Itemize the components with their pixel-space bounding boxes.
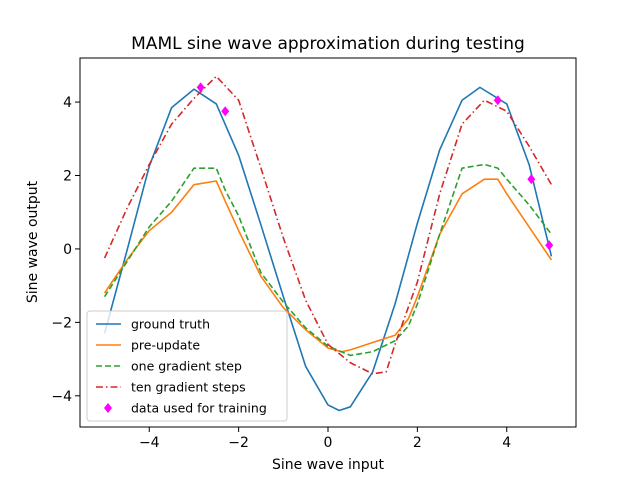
x-tick-label: 4 (502, 435, 511, 451)
training-data-point (196, 82, 205, 93)
x-axis-label: Sine wave input (272, 457, 385, 473)
x-tick-label: 0 (324, 435, 333, 451)
legend-label: ten gradient steps (131, 380, 246, 395)
series-layer (103, 75, 553, 412)
legend-label: one gradient step (131, 359, 242, 374)
legend-box (86, 310, 288, 422)
training-data-point (545, 240, 554, 251)
x-tick-label: −2 (228, 435, 249, 451)
legend-label: ground truth (131, 317, 210, 332)
legend-swatch (104, 403, 112, 413)
training-data-point (493, 95, 502, 106)
legend-label: data used for training (131, 401, 267, 416)
series-line-ground-truth (103, 86, 553, 412)
x-tick-label: 2 (413, 435, 422, 451)
y-axis-label: Sine wave output (25, 180, 41, 303)
y-tick-label: 0 (63, 242, 72, 258)
series-line-ten-gradient-steps (103, 75, 553, 375)
y-tick-label: −4 (51, 389, 72, 405)
series-line-one-gradient-step (103, 163, 553, 357)
y-tick-label: −2 (51, 315, 72, 331)
y-tick-label: 4 (63, 95, 72, 111)
training-data-point (527, 174, 536, 185)
legend: ground truth pre-update one gradient step t… (86, 310, 288, 422)
x-axis-ticks: −4 −2 0 2 4 (139, 427, 511, 451)
legend-label: pre-update (131, 338, 200, 353)
y-axis-ticks: −4 −2 0 2 4 (51, 95, 80, 405)
marker-layer (196, 82, 554, 251)
training-data-point (221, 106, 230, 117)
chart-title: MAML sine wave approximation during test… (131, 34, 525, 54)
x-tick-label: −4 (139, 435, 160, 451)
y-tick-label: 2 (63, 168, 72, 184)
